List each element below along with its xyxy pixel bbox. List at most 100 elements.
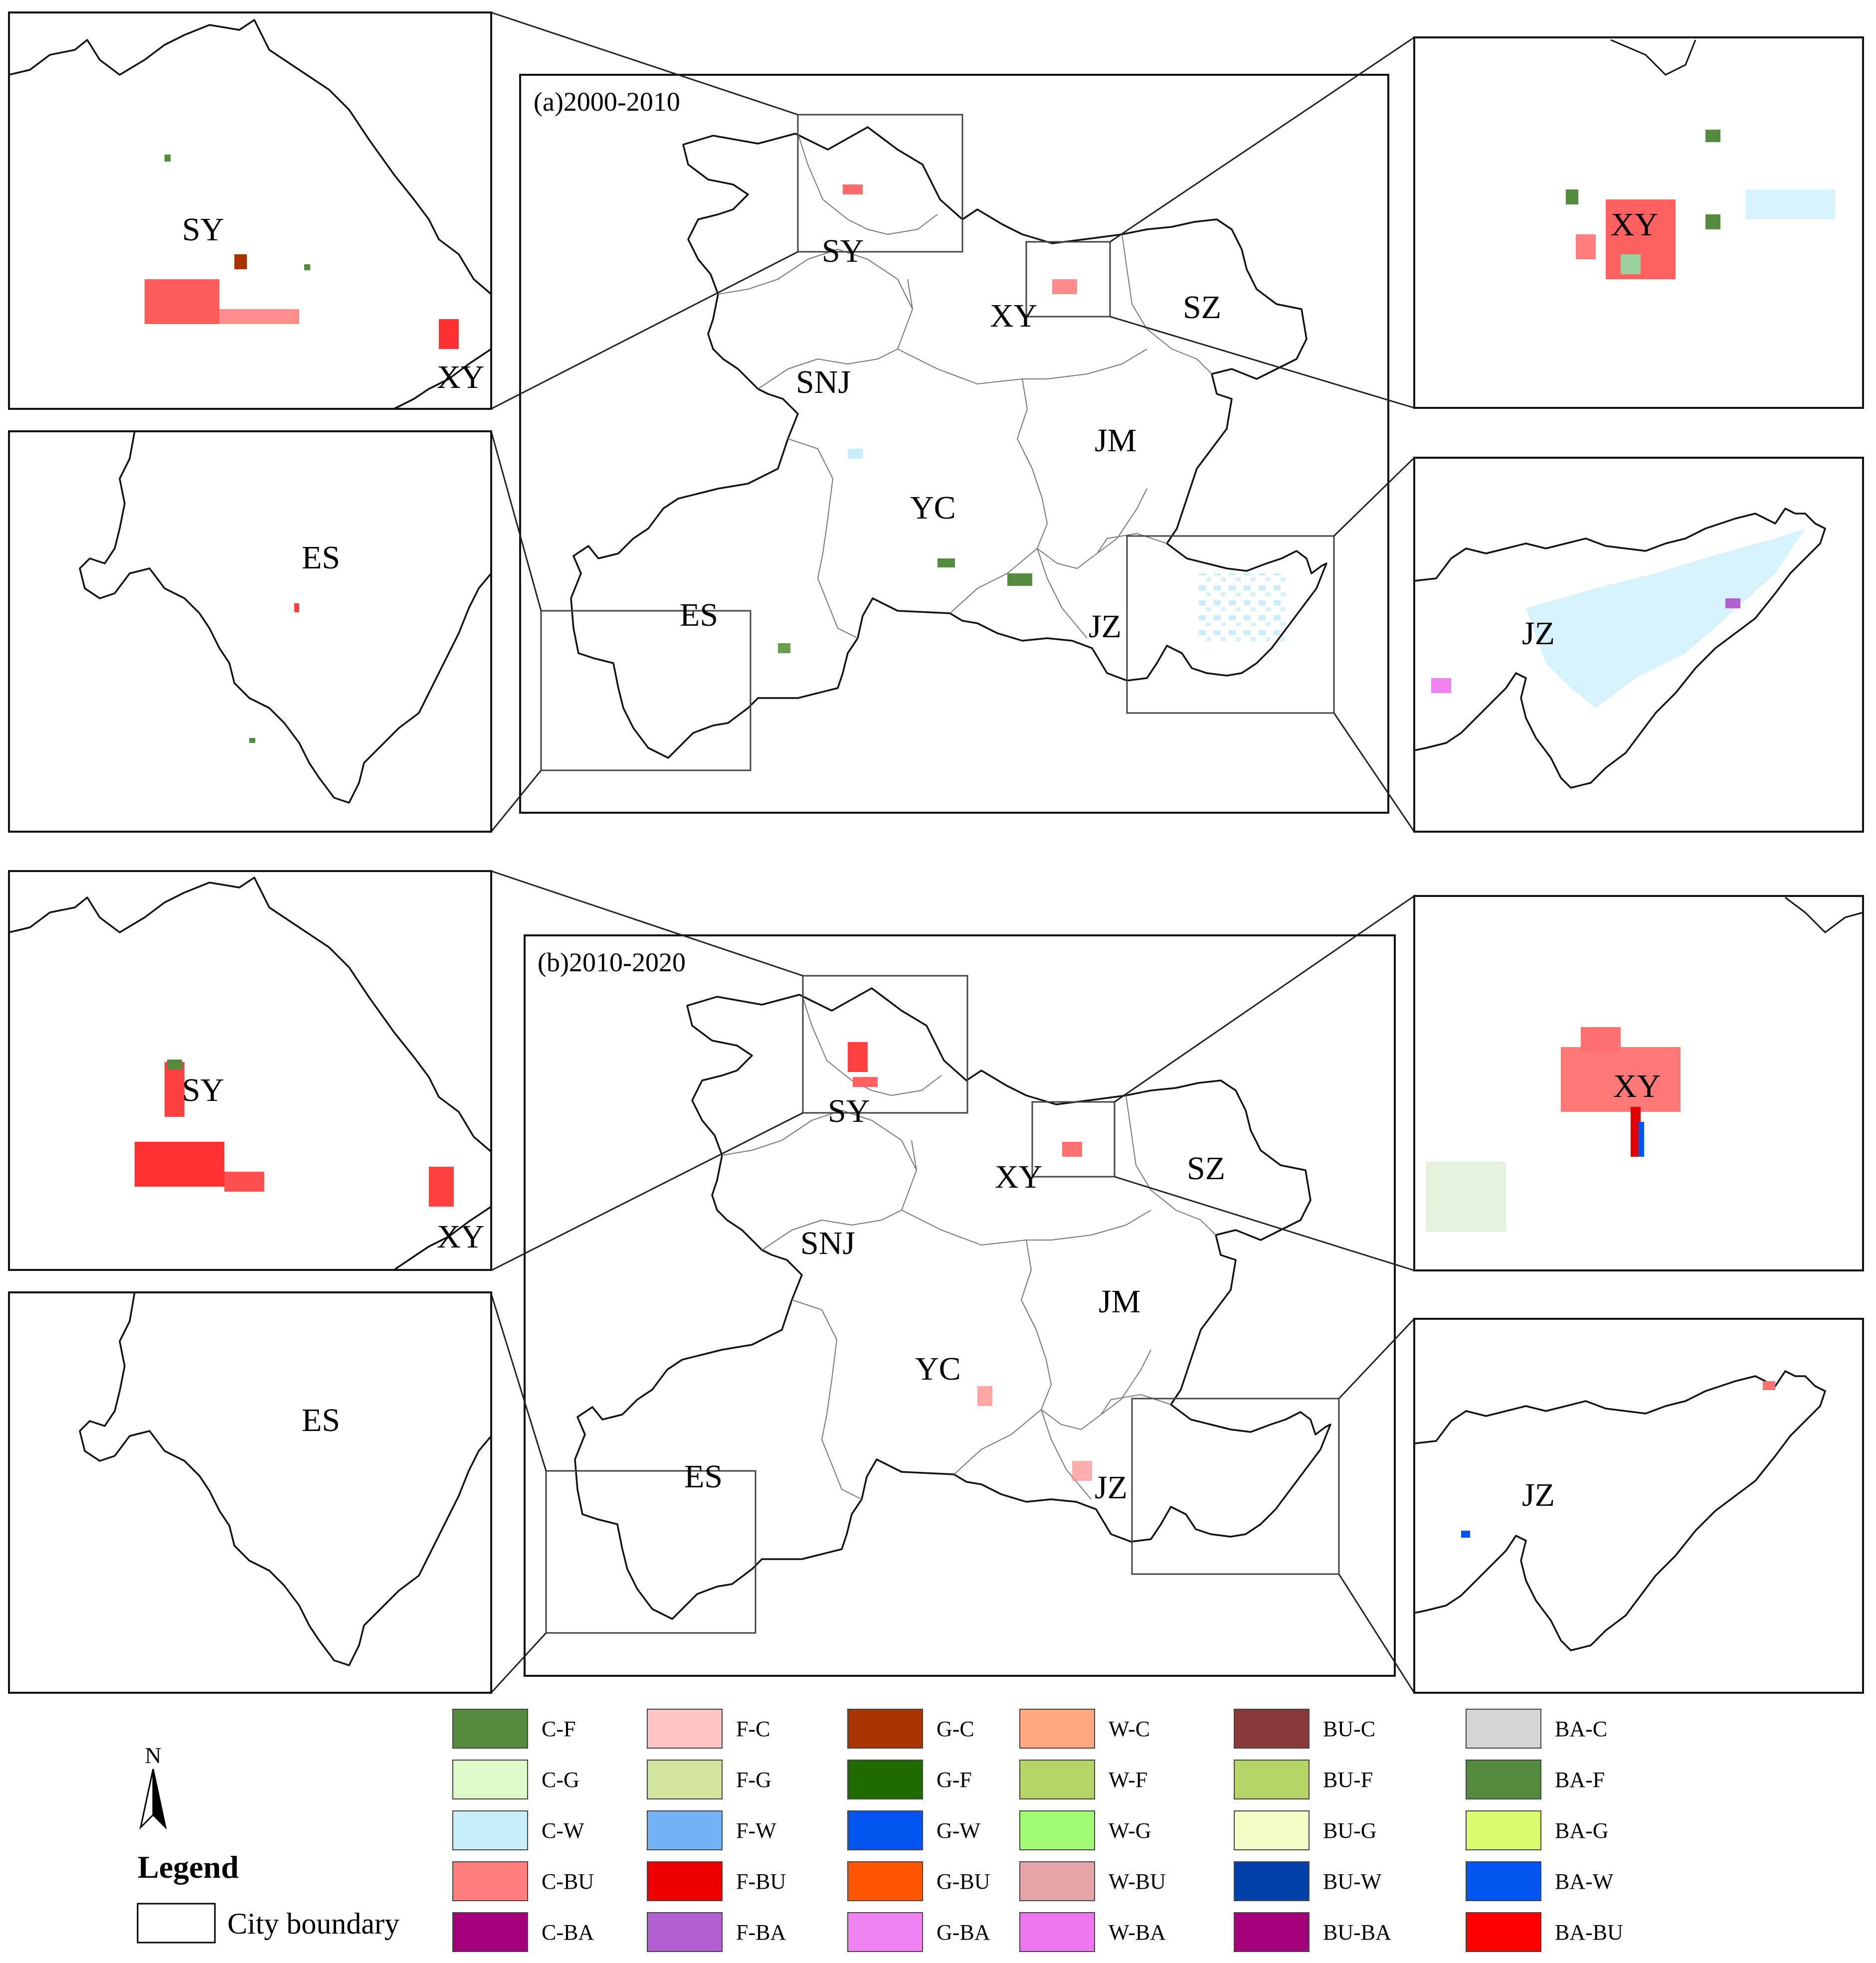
city-boundary-label: City boundary [227,1907,399,1940]
panel-b-leader [1338,1318,1415,1400]
panel-b-inset-xy: XY [1413,895,1864,1271]
legend-swatch [1019,1760,1095,1799]
legend-label: C-G [542,1768,579,1792]
legend-item-f-bu: F-BU [647,1861,786,1901]
legend-swatch [1466,1912,1541,1952]
panel-b-zoom-box-sy [802,975,968,1114]
legend-swatch [847,1760,923,1799]
legend-swatch [452,1861,528,1901]
legend-swatch [1234,1810,1310,1850]
legend: N Legend City boundary C-F C-G C-W C-BU C-BA… [137,1709,1623,1952]
legend-label: BU-G [1323,1818,1377,1843]
legend-item-c-g: C-G [452,1760,579,1799]
legend-swatch [1466,1709,1541,1749]
legend-swatch [1466,1760,1541,1799]
legend-label: W-BA [1109,1920,1166,1945]
panel-b-change-pixels [848,1042,1092,1481]
panel-a-leader [490,770,542,832]
panel-a-label-es: ES [680,597,718,633]
city-boundary-swatch [137,1903,216,1944]
legend-label: W-G [1109,1818,1151,1843]
panel-a-leader [490,431,542,611]
north-arrow-icon [152,1769,167,1830]
panel-a-border-xy-sz [1122,234,1212,374]
legend-label: W-BU [1109,1869,1166,1894]
legend-label: BA-C [1555,1717,1607,1741]
panel-b-label-snj: SNJ [800,1225,855,1261]
panel-a-label-xy: XY [990,298,1037,334]
legend-label: G-C [937,1717,974,1741]
panel-a-change-pixels [778,184,1287,653]
legend-swatch [1234,1861,1310,1901]
legend-label: G-F [937,1768,972,1792]
panel-a-province [570,126,1327,759]
panel-a-label-yc: YC [910,490,956,526]
legend-swatch [1019,1861,1095,1901]
panel-b-inset-es: ES [8,1291,492,1694]
legend-label: G-BA [937,1920,990,1945]
legend-item-bu-g: BU-G [1234,1810,1377,1850]
panel-b-label-yc: YC [915,1351,961,1387]
panel-b-zoom-box-es [545,1470,756,1634]
north-label: N [145,1743,161,1768]
panel-a-leader [1333,457,1415,537]
panel-b-title: (b)2010-2020 [538,947,686,977]
legend-item-bu-w: BU-W [1234,1861,1382,1901]
legend-label: BU-BA [1323,1920,1391,1945]
legend-swatch [1466,1810,1541,1850]
legend-item-g-w: G-W [847,1810,980,1850]
inset-a-jz-label: JZ [1522,615,1555,652]
panel-b-label-jz: JZ [1095,1469,1127,1506]
panel-a-label-sy: SY [822,233,864,269]
panel-b-province [574,987,1331,1620]
legend-item-g-c: G-C [847,1709,974,1749]
legend-label: BA-G [1555,1818,1609,1843]
legend-swatch [452,1709,528,1749]
legend-item-c-ba: C-BA [452,1912,594,1952]
panel-a-label-sz: SZ [1183,289,1221,326]
legend-item-f-ba: F-BA [647,1912,786,1952]
legend-label: C-W [542,1818,584,1843]
panel-b-label-es: ES [684,1458,723,1495]
panel-b-zoom-box-jz [1131,1398,1340,1575]
legend-swatch [847,1912,923,1952]
legend-label: C-F [542,1717,575,1741]
panel-a-border-snj [757,279,913,389]
panel-b-inset-sy: SY XY [8,870,492,1271]
legend-item-w-f: W-F [1019,1760,1147,1799]
panel-b-leader [490,1632,547,1694]
legend-swatch [647,1709,723,1749]
panel-a-title: (a)2000-2010 [534,87,680,117]
panel-a-leader [491,251,798,410]
panel-a-inset-es: ES [8,430,492,833]
legend-label: G-BU [937,1869,990,1894]
legend-label: F-G [736,1768,771,1792]
legend-label: BU-W [1323,1869,1382,1894]
inset-a-sy-label-xy: XY [437,359,484,395]
panel-a-border-sy-xy [797,133,938,235]
legend-title: Legend [138,1849,239,1885]
panel-b-inset-jz: JZ [1413,1318,1864,1694]
panel-a-zoom-box-xy [1025,241,1111,318]
panel-a-label-jz: JZ [1089,608,1122,645]
legend-item-w-g: W-G [1019,1810,1151,1850]
legend-label: BU-C [1323,1717,1375,1741]
panel-b-label-xy: XY [995,1159,1042,1195]
legend-swatch [847,1709,923,1749]
legend-swatch [1234,1760,1310,1799]
legend-swatch [847,1861,923,1901]
legend-item-g-f: G-F [847,1760,972,1799]
legend-label: BU-F [1323,1768,1373,1792]
panel-a-label-jm: JM [1095,422,1136,459]
legend-grid: C-F C-G C-W C-BU C-BA F-C F-G F-W F-BU F-BA G-C G-F… [452,1709,1623,1952]
legend-swatch [1234,1709,1310,1749]
legend-item-w-c: W-C [1019,1709,1150,1749]
panel-a-inset-xy: XY [1413,36,1864,409]
panel-a-border-jm-jz [1097,533,1167,554]
panel-a-zoom-box-sy [797,114,963,253]
legend-swatch [647,1912,723,1952]
legend-item-bu-c: BU-C [1234,1709,1375,1749]
inset-a-es-label: ES [302,539,340,576]
panel-a-inset-jz: JZ [1413,457,1864,833]
panel-b-leader [1114,1176,1415,1271]
